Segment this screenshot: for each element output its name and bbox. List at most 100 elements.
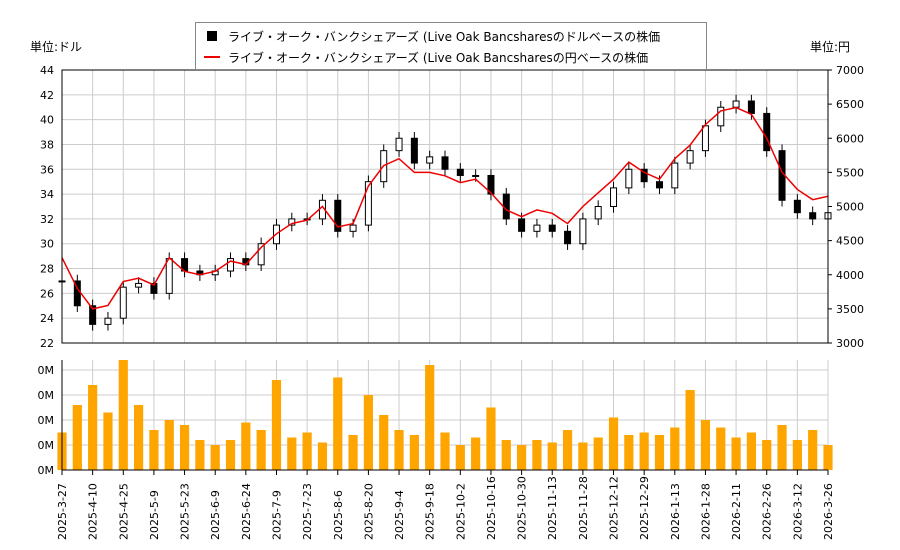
x-tick-label: 2025-8-20	[362, 483, 375, 540]
volume-bar	[731, 437, 741, 470]
left-y-tick-label: 30	[40, 238, 54, 251]
volume-bar	[333, 377, 343, 470]
volume-bar	[271, 380, 282, 470]
candle	[472, 174, 480, 177]
candle	[671, 162, 679, 189]
candle	[104, 317, 112, 325]
candle	[640, 168, 648, 183]
volume-bar	[654, 435, 665, 470]
right-y-tick-label: 5000	[836, 201, 864, 214]
volume-bar	[823, 445, 833, 470]
volume-bar	[501, 440, 511, 470]
x-tick-label: 2025-12-12	[608, 476, 621, 540]
volume-bar	[792, 440, 802, 470]
legend: ライブ・オーク・バンクシェアーズ (Live Oak Bancsharesのドル…	[195, 22, 707, 70]
x-tick-label: 2025-10-16	[485, 476, 498, 540]
volume-bar	[363, 395, 373, 470]
x-tick-label: 2025-12-29	[638, 476, 651, 540]
x-tick-label: 2025-6-24	[240, 483, 253, 540]
volume-bar	[608, 417, 619, 470]
left-y-tick-label: 38	[40, 138, 54, 151]
right-unit-label: 単位:円	[810, 40, 851, 54]
volume-bar	[118, 360, 128, 470]
volume-bar	[700, 420, 711, 470]
left-y-tick-label: 40	[40, 114, 54, 127]
x-tick-label: 2025-9-4	[393, 490, 406, 540]
candle	[655, 181, 663, 189]
x-tick-label: 2025-4-10	[87, 483, 100, 540]
volume-bar	[670, 427, 680, 470]
volume-bar	[179, 425, 190, 470]
x-tick-label: 2025-6-9	[209, 490, 222, 540]
volume-bar	[409, 435, 419, 470]
right-y-tick-label: 4000	[836, 269, 864, 282]
volume-tick-label: 0M	[38, 364, 55, 377]
candle	[625, 168, 633, 189]
x-tick-label: 2025-11-13	[546, 476, 559, 540]
volume-tick-label: 0M	[38, 464, 55, 477]
candle	[456, 168, 464, 176]
volume-bar	[808, 430, 818, 470]
volume-bar	[195, 440, 205, 470]
jpy-price-line	[61, 106, 829, 310]
volume-bar	[517, 445, 527, 470]
volume-bar	[348, 435, 358, 470]
volume-bar	[562, 430, 573, 470]
candle	[364, 181, 372, 226]
candle	[487, 174, 495, 195]
candle	[89, 305, 97, 325]
candle	[594, 206, 602, 220]
x-tick-label: 2025-8-6	[332, 490, 345, 540]
volume-bar	[225, 440, 236, 470]
x-tick-label: 2025-4-25	[117, 483, 130, 540]
volume-bar	[547, 442, 557, 470]
volume-tick-label: 0M	[38, 389, 55, 402]
volume-bar	[317, 442, 328, 470]
volume-bar	[425, 365, 435, 470]
x-tick-label: 2026-3-26	[822, 483, 835, 540]
volume-bar	[685, 390, 695, 470]
candle	[610, 187, 618, 208]
volume-tick-label: 0M	[38, 414, 55, 427]
candle	[701, 125, 709, 152]
volume-bar	[777, 425, 787, 470]
candle	[793, 199, 801, 214]
x-tick-label: 2025-5-23	[179, 483, 192, 540]
volume-bar	[532, 440, 542, 470]
candle	[349, 224, 357, 232]
candle	[426, 156, 434, 164]
x-tick-label: 2025-7-23	[301, 483, 314, 540]
candle	[150, 282, 158, 294]
candle	[135, 282, 143, 288]
volume-bar	[210, 445, 220, 470]
volume-bar	[134, 405, 144, 470]
legend-item-usd: ライブ・オーク・バンクシェアーズ (Live Oak Bancsharesのドル…	[204, 26, 660, 46]
price-plot-frame	[61, 69, 829, 344]
candle	[548, 224, 556, 232]
volume-bar	[471, 437, 481, 470]
price-plot-area	[62, 70, 828, 343]
candle	[809, 212, 817, 220]
volume-bar	[716, 427, 726, 470]
volume-tick-label: 0M	[38, 439, 55, 452]
volume-bar	[241, 422, 251, 470]
volume-bar	[486, 407, 496, 470]
left-y-tick-label: 22	[40, 337, 54, 350]
x-tick-label: 2026-2-11	[730, 483, 743, 540]
left-y-tick-label: 42	[40, 89, 54, 102]
candle	[763, 112, 771, 152]
legend-label-jpy: ライブ・オーク・バンクシェアーズ (Live Oak Bancsharesの円ベ…	[228, 50, 649, 65]
candle	[747, 100, 755, 114]
volume-bar	[624, 435, 634, 470]
volume-bar	[394, 430, 404, 470]
right-y-tick-label: 3000	[836, 337, 864, 350]
candle	[686, 150, 694, 164]
right-y-tick-label: 6000	[836, 132, 864, 145]
candle	[533, 224, 541, 232]
candle	[410, 137, 418, 164]
right-y-tick-label: 5500	[836, 166, 864, 179]
x-tick-label: 2026-2-26	[761, 483, 774, 540]
left-y-tick-label: 44	[40, 64, 54, 77]
volume-bar	[256, 430, 266, 470]
legend-swatch-usd	[207, 31, 217, 41]
